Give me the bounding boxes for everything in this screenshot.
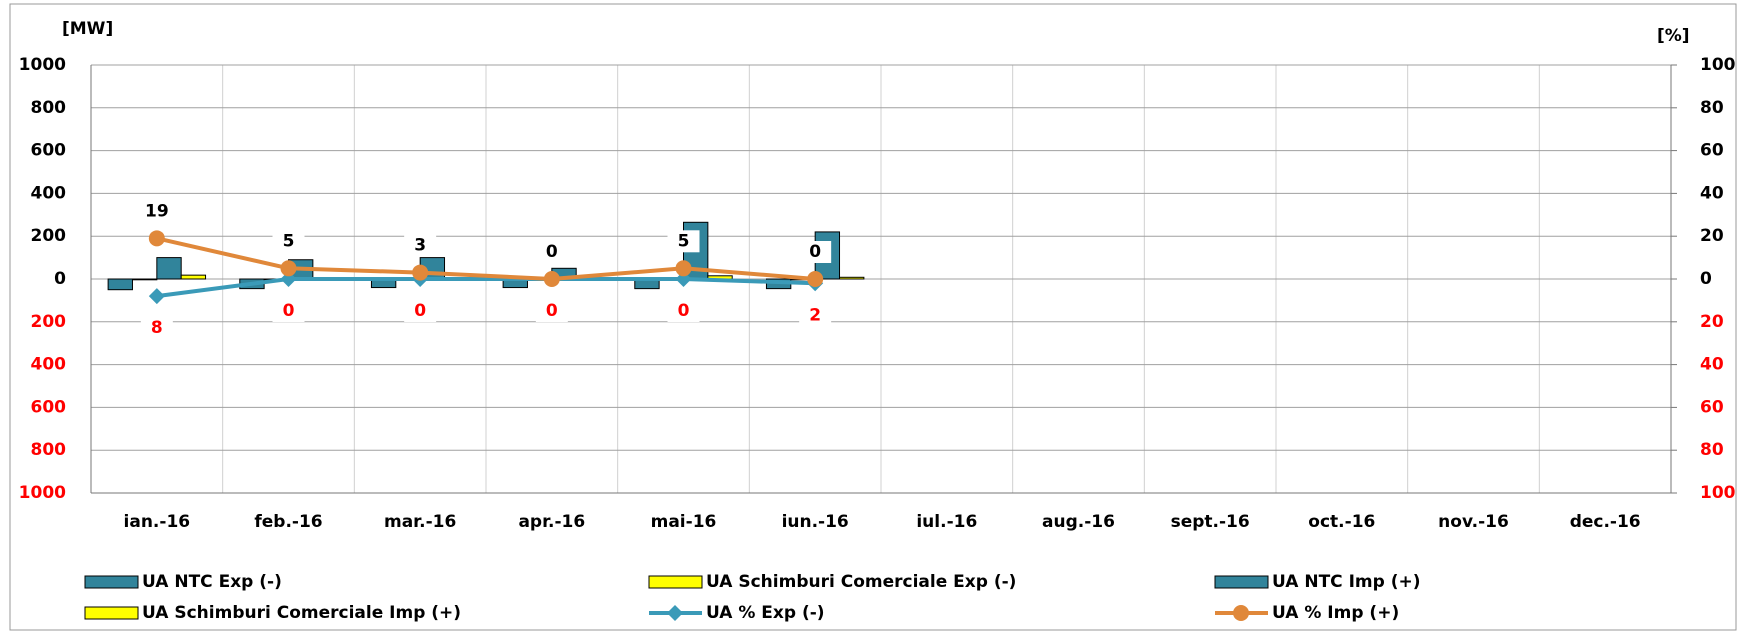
y-tick-label: 400 — [31, 355, 67, 375]
label-bg — [272, 230, 305, 253]
x-tick-label: aug.-16 — [1042, 512, 1115, 532]
label-bg — [799, 304, 832, 327]
label-bg — [535, 241, 568, 263]
legend-label: UA Schimburi Comerciale Exp (-) — [706, 572, 1016, 592]
data-label: 0 — [546, 242, 558, 262]
x-tick-label: apr.-16 — [518, 512, 585, 532]
y2-tick-label: 0 — [1700, 269, 1712, 289]
data-label: 0 — [546, 301, 558, 321]
x-tick-label: oct.-16 — [1308, 512, 1375, 532]
marker — [148, 230, 165, 247]
y-tick-label: 600 — [31, 397, 67, 417]
legend-marker — [1233, 605, 1249, 621]
line — [156, 236, 816, 282]
bar — [156, 257, 182, 280]
x-tick-label: sept.-16 — [1171, 512, 1250, 532]
label-bg — [667, 230, 700, 253]
y-tick-label: 800 — [31, 440, 67, 460]
y-tick-label: 200 — [31, 226, 67, 246]
y-axis-label: [MW] — [62, 19, 113, 39]
legend-label: UA NTC Imp (+) — [1272, 572, 1420, 592]
x-tick-label: dec.-16 — [1570, 512, 1641, 532]
legend-label: UA NTC Exp (-) — [142, 572, 282, 592]
x-tick-label: iul.-16 — [916, 512, 977, 532]
x-tick-label: iun.-16 — [782, 512, 849, 532]
marker — [412, 264, 429, 281]
data-label: 3 — [414, 236, 426, 256]
y2-tick-label: 60 — [1700, 397, 1724, 417]
chart-frame — [9, 3, 1737, 631]
line — [156, 277, 816, 299]
label-bg — [667, 300, 700, 322]
marker — [807, 271, 824, 287]
data-label: 5 — [283, 231, 295, 251]
legend-label: UA % Imp (+) — [1272, 603, 1399, 623]
y-tick-label: 800 — [31, 98, 67, 118]
label-bg — [140, 317, 173, 340]
label-bg — [404, 300, 437, 322]
data-label: 0 — [283, 301, 295, 321]
legend-swatch — [648, 575, 703, 589]
y-tick-label: 400 — [31, 183, 67, 203]
bar — [839, 276, 865, 280]
legend-marker — [667, 605, 683, 621]
x-tick-label: nov.-16 — [1438, 512, 1509, 532]
y2-tick-label: 80 — [1700, 440, 1724, 460]
data-label: 2 — [809, 305, 821, 325]
legend-label: UA % Exp (-) — [706, 603, 825, 623]
bar — [131, 278, 158, 281]
bar — [107, 278, 133, 291]
y2-tick-label: 100 — [1700, 483, 1736, 503]
label-bg — [272, 300, 305, 322]
data-label: 0 — [414, 301, 426, 321]
y2-tick-label: 40 — [1700, 183, 1724, 203]
bar — [180, 274, 207, 280]
y2-tick-label: 40 — [1700, 355, 1724, 375]
y-tick-label: 1000 — [19, 483, 66, 503]
legend-label: UA Schimburi Comerciale Imp (+) — [142, 603, 461, 623]
y2-axis-label: [%] — [1657, 26, 1690, 46]
label-bg — [535, 300, 568, 322]
y-tick-label: 600 — [31, 141, 67, 161]
x-tick-label: mar.-16 — [384, 512, 456, 532]
y-tick-label: 200 — [31, 312, 67, 332]
y-tick-label: 0 — [54, 269, 66, 289]
legend-swatch — [84, 606, 139, 620]
marker — [675, 260, 692, 277]
label-bg — [404, 234, 437, 257]
label-bg — [799, 241, 832, 263]
x-tick-label: ian.-16 — [124, 512, 191, 532]
label-bg — [140, 200, 173, 223]
data-label: 0 — [809, 242, 821, 262]
x-tick-label: mai-16 — [651, 512, 717, 532]
marker — [280, 260, 297, 277]
x-tick-label: feb.-16 — [254, 512, 322, 532]
y-tick-label: 1000 — [19, 55, 66, 75]
data-label: 0 — [678, 301, 690, 321]
legend-swatch — [1214, 575, 1269, 589]
marker — [148, 288, 165, 305]
y2-tick-label: 80 — [1700, 98, 1724, 118]
data-label: 5 — [678, 231, 690, 251]
legend-swatch — [84, 575, 139, 589]
y2-tick-label: 20 — [1700, 312, 1724, 332]
y2-tick-label: 100 — [1700, 55, 1736, 75]
marker — [543, 271, 560, 287]
y2-tick-label: 20 — [1700, 226, 1724, 246]
data-label: 19 — [145, 201, 169, 221]
y2-tick-label: 60 — [1700, 141, 1724, 161]
data-label: 8 — [151, 318, 163, 338]
